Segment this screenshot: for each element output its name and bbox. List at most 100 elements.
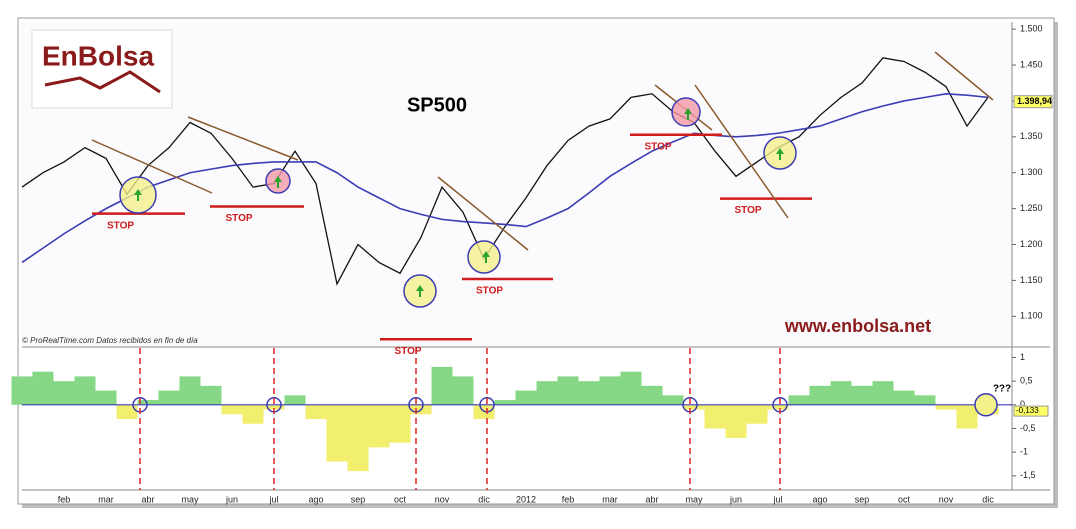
y-tick-label: 1.450 xyxy=(1020,59,1043,69)
x-tick-label: feb xyxy=(58,494,71,504)
oscillator-bar xyxy=(368,404,390,448)
question-note: ??? xyxy=(993,384,1011,395)
y-tick-label: 1.150 xyxy=(1020,275,1043,285)
logo-text: EnBolsa xyxy=(42,40,154,71)
x-tick-label: may xyxy=(685,494,703,504)
oscillator-bar xyxy=(641,385,663,405)
up-arrow xyxy=(482,251,490,263)
stop-label: STOP xyxy=(644,141,671,152)
oscillator-bar xyxy=(851,385,873,405)
up-arrow xyxy=(776,148,784,160)
oscillator-bar xyxy=(893,390,915,405)
oscillator-bar xyxy=(305,404,327,419)
oscillator-bar xyxy=(662,395,684,405)
oscillator-bar xyxy=(788,395,810,405)
x-tick-label: oct xyxy=(394,494,407,504)
website: www.enbolsa.net xyxy=(784,316,931,336)
oscillator-bar xyxy=(284,395,306,405)
y-tick-label: 1.250 xyxy=(1020,203,1043,213)
x-tick-label: jun xyxy=(729,494,742,504)
up-arrow xyxy=(134,189,142,201)
moving-average xyxy=(21,92,989,264)
oscillator-bar xyxy=(494,400,516,405)
trendline xyxy=(187,116,299,161)
oscillator-bar xyxy=(179,376,201,405)
oscillator-bar xyxy=(956,404,978,429)
trendlines xyxy=(91,51,994,251)
credit: © ProRealTime.com Datos recibidos en fin… xyxy=(22,336,198,345)
up-arrow xyxy=(416,285,424,297)
x-tick-label: mar xyxy=(602,494,618,504)
oscillator-bar xyxy=(599,376,621,405)
y-tick-label: -1,5 xyxy=(1020,470,1036,480)
y-tick-label: 1.500 xyxy=(1020,24,1043,34)
oscillator-bar xyxy=(95,390,117,405)
oscillator-bar xyxy=(704,404,726,429)
y-tick-label: 1.300 xyxy=(1020,167,1043,177)
stop-label: STOP xyxy=(225,213,252,224)
oscillator-bar xyxy=(746,404,768,424)
y-tick-label: -0,5 xyxy=(1020,423,1036,433)
last-value-label: 1.398,94 xyxy=(1017,96,1052,106)
oscillator-bar xyxy=(578,381,600,405)
y-tick-label: 1.350 xyxy=(1020,131,1043,141)
chart-title: SP500 xyxy=(407,94,467,116)
y-tick-label: 1.100 xyxy=(1020,311,1043,321)
y-tick-label: 1 xyxy=(1020,352,1025,362)
oscillator-bar xyxy=(221,404,243,415)
last-value-box xyxy=(1013,405,1049,417)
oscillator-bar xyxy=(347,404,369,472)
oscillator-bar xyxy=(200,385,222,405)
oscillator-bar xyxy=(242,404,264,424)
x-tick-label: ago xyxy=(308,494,323,504)
oscillator-bar xyxy=(830,381,852,405)
logo: EnBolsa xyxy=(31,29,173,109)
up-arrow xyxy=(684,108,692,120)
oscillator-bar xyxy=(620,371,642,405)
last-value-label: -0,133 xyxy=(1016,406,1039,415)
oscillator-bar xyxy=(137,400,159,405)
x-tick-label: nov xyxy=(939,494,954,504)
y-tick-label: -1 xyxy=(1020,447,1028,457)
oscillator-bar xyxy=(872,381,894,405)
oscillator-bar xyxy=(809,385,831,405)
x-tick-label: abr xyxy=(141,494,154,504)
x-tick-label: mar xyxy=(98,494,114,504)
oscillator-bar xyxy=(683,404,705,410)
x-tick-label: jul xyxy=(772,494,782,504)
oscillator-bar xyxy=(725,404,747,438)
last-value-box xyxy=(1013,95,1053,109)
oscillator-bar xyxy=(914,395,936,405)
price-line xyxy=(21,57,989,286)
oscillator-bar xyxy=(158,390,180,405)
y-tick-label: 0 xyxy=(1020,399,1025,409)
x-tick-label: jun xyxy=(225,494,238,504)
oscillator-bar xyxy=(767,404,789,410)
up-arrow xyxy=(274,176,282,188)
y-tick-label: 1.200 xyxy=(1020,239,1043,249)
trendline xyxy=(934,51,994,101)
trendline xyxy=(694,84,789,219)
oscillator-bar xyxy=(74,376,96,405)
stop-label: STOP xyxy=(394,346,421,357)
arrows xyxy=(134,108,784,297)
x-tick-label: feb xyxy=(562,494,575,504)
x-tick-label: 2012 xyxy=(516,494,536,504)
x-tick-label: jul xyxy=(268,494,278,504)
x-tick-label: dic xyxy=(478,494,490,504)
oscillator-bar xyxy=(431,366,453,405)
stop-label: STOP xyxy=(107,220,134,231)
x-tick-label: may xyxy=(181,494,199,504)
x-tick-label: nov xyxy=(435,494,450,504)
logo-box xyxy=(31,29,173,109)
x-tick-label: sep xyxy=(855,494,870,504)
oscillator-bar xyxy=(326,404,348,462)
pending-circle xyxy=(974,393,998,417)
y-tick-label: 0,5 xyxy=(1020,376,1033,386)
signal-lines xyxy=(139,348,781,490)
oscillator-bar xyxy=(116,404,138,419)
oscillator-bar xyxy=(536,381,558,405)
oscillator-bar xyxy=(11,376,33,405)
oscillator-bar xyxy=(53,381,75,405)
